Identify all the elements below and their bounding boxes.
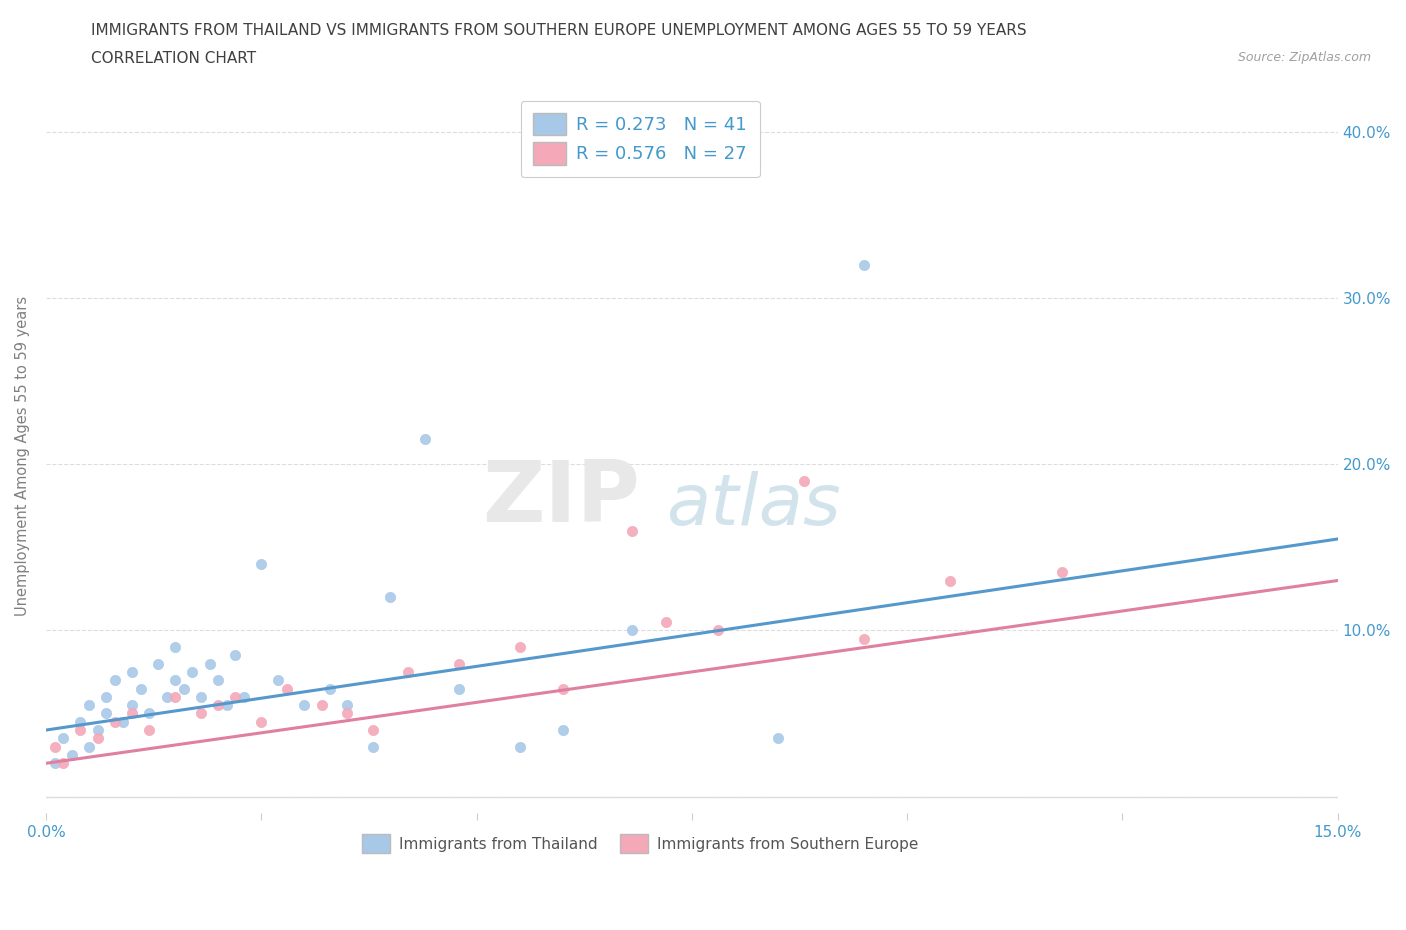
Y-axis label: Unemployment Among Ages 55 to 59 years: Unemployment Among Ages 55 to 59 years (15, 296, 30, 616)
Text: CORRELATION CHART: CORRELATION CHART (91, 51, 256, 66)
Point (224, 648, 246, 663)
Text: Source: ZipAtlas.com: Source: ZipAtlas.com (1237, 51, 1371, 64)
Point (207, 672, 229, 687)
Point (336, 698, 359, 712)
Point (449, 657, 471, 671)
Point (793, 473, 815, 488)
Point (96, 689, 118, 704)
Point (146, 657, 169, 671)
Point (233, 689, 256, 704)
Point (551, 681, 574, 696)
Point (551, 723, 574, 737)
Point (112, 714, 135, 729)
Point (77, 739, 100, 754)
Point (276, 681, 298, 696)
Point (224, 689, 246, 704)
Point (311, 698, 333, 712)
Point (155, 689, 177, 704)
Point (509, 640, 531, 655)
Point (449, 681, 471, 696)
Point (60, 748, 83, 763)
Point (165, 672, 187, 687)
Point (413, 432, 436, 446)
Point (361, 723, 384, 737)
Point (853, 258, 876, 272)
Point (190, 689, 212, 704)
Point (129, 681, 152, 696)
Point (138, 723, 160, 737)
Point (190, 706, 212, 721)
Point (766, 731, 789, 746)
Point (181, 664, 204, 679)
Point (198, 657, 221, 671)
Point (336, 706, 359, 721)
Point (292, 698, 315, 712)
Point (165, 689, 187, 704)
Point (104, 714, 127, 729)
Legend: Immigrants from Thailand, Immigrants from Southern Europe: Immigrants from Thailand, Immigrants fro… (356, 829, 924, 859)
Point (69, 714, 91, 729)
Point (207, 698, 229, 712)
Point (361, 739, 384, 754)
Point (77, 698, 100, 712)
Point (706, 623, 728, 638)
Point (86, 731, 108, 746)
Text: ZIP: ZIP (482, 458, 640, 540)
Point (44, 756, 66, 771)
Point (215, 698, 238, 712)
Point (267, 672, 290, 687)
Text: atlas: atlas (666, 472, 841, 540)
Text: IMMIGRANTS FROM THAILAND VS IMMIGRANTS FROM SOUTHERN EUROPE UNEMPLOYMENT AMONG A: IMMIGRANTS FROM THAILAND VS IMMIGRANTS F… (91, 23, 1026, 38)
Point (138, 706, 160, 721)
Point (620, 623, 643, 638)
Point (939, 573, 962, 588)
Point (44, 739, 66, 754)
Point (121, 664, 143, 679)
Point (250, 556, 273, 571)
Point (52, 756, 75, 771)
Point (509, 739, 531, 754)
Point (396, 664, 419, 679)
Point (319, 681, 342, 696)
Point (104, 672, 127, 687)
Point (1050, 565, 1073, 579)
Point (121, 698, 143, 712)
Point (96, 706, 118, 721)
Point (173, 681, 195, 696)
Point (165, 640, 187, 655)
Point (52, 731, 75, 746)
Point (853, 631, 876, 646)
Point (380, 590, 402, 604)
Point (620, 524, 643, 538)
Point (250, 714, 273, 729)
Point (86, 723, 108, 737)
Point (655, 615, 678, 630)
Point (69, 723, 91, 737)
Point (121, 706, 143, 721)
